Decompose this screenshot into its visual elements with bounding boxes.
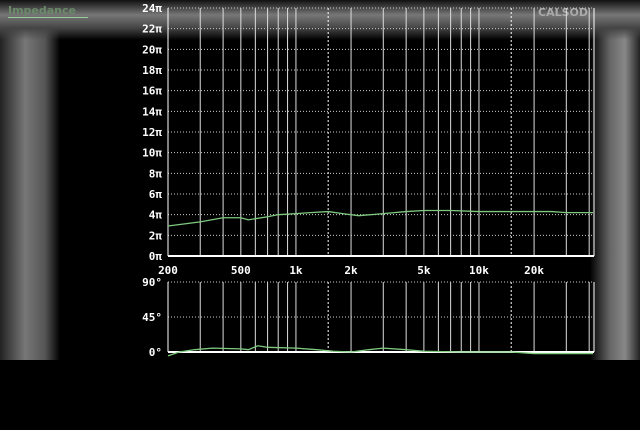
window-title: Impedance bbox=[8, 4, 88, 18]
y-tick-label: 10π bbox=[142, 147, 162, 160]
x-tick-label: 1k bbox=[289, 264, 303, 277]
x-tick-label: 2k bbox=[344, 264, 358, 277]
y-tick-label: 14π bbox=[142, 105, 162, 118]
y-tick-label: 8π bbox=[149, 167, 163, 180]
monitor-bezel bbox=[0, 0, 640, 360]
x-tick-label: 20k bbox=[524, 264, 544, 277]
y-tick-label: 0° bbox=[149, 346, 162, 359]
x-tick-label: 5k bbox=[417, 264, 431, 277]
impedance-line bbox=[167, 209, 594, 227]
y-tick-label: 16π bbox=[142, 85, 162, 98]
x-tick-label: 500 bbox=[231, 264, 251, 277]
y-tick-label: 6π bbox=[149, 188, 163, 201]
y-tick-label: 0π bbox=[149, 250, 163, 263]
x-tick-label: 10k bbox=[469, 264, 489, 277]
y-tick-label: 4π bbox=[149, 209, 163, 222]
y-tick-label: 2π bbox=[149, 229, 163, 242]
y-tick-label: 20π bbox=[142, 43, 162, 56]
y-tick-label: 45° bbox=[142, 311, 162, 324]
y-tick-label: 24π bbox=[142, 2, 162, 15]
y-tick-label: 12π bbox=[142, 126, 162, 139]
y-tick-label: 22π bbox=[142, 23, 162, 36]
y-tick-label: 18π bbox=[142, 64, 162, 77]
brand-label: CALSOD bbox=[538, 6, 588, 19]
monitor-bezel-top bbox=[0, 0, 640, 40]
x-tick-label: 200 bbox=[158, 264, 178, 277]
phase-line bbox=[167, 345, 594, 357]
impedance-phase-chart: 0π 2π 4π 6π 8π 10π 12π 14π 16π 18π 20π 22π 24π 0° 45° 9… bbox=[142, 2, 595, 359]
y-tick-label: 90° bbox=[142, 276, 162, 289]
